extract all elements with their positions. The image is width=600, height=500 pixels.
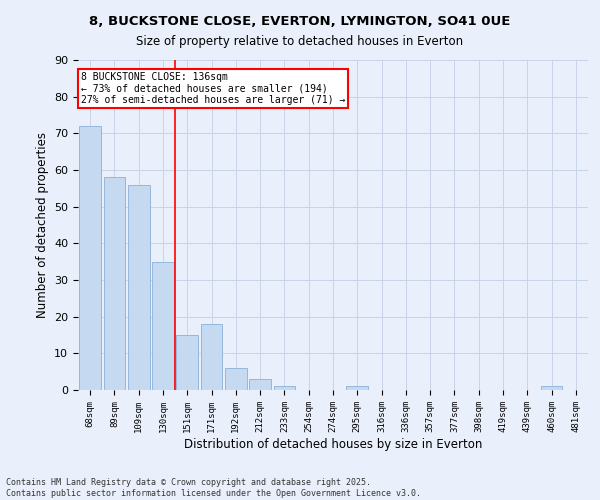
Text: 8 BUCKSTONE CLOSE: 136sqm
← 73% of detached houses are smaller (194)
27% of semi: 8 BUCKSTONE CLOSE: 136sqm ← 73% of detac… — [80, 72, 345, 105]
Bar — [104, 178, 125, 390]
Bar — [152, 262, 174, 390]
Bar — [249, 379, 271, 390]
Bar — [274, 386, 295, 390]
Y-axis label: Number of detached properties: Number of detached properties — [35, 132, 49, 318]
Bar — [176, 335, 198, 390]
Bar — [541, 386, 562, 390]
Text: Contains HM Land Registry data © Crown copyright and database right 2025.
Contai: Contains HM Land Registry data © Crown c… — [6, 478, 421, 498]
Bar — [346, 386, 368, 390]
Text: Size of property relative to detached houses in Everton: Size of property relative to detached ho… — [136, 35, 464, 48]
Bar — [200, 324, 223, 390]
Text: 8, BUCKSTONE CLOSE, EVERTON, LYMINGTON, SO41 0UE: 8, BUCKSTONE CLOSE, EVERTON, LYMINGTON, … — [89, 15, 511, 28]
X-axis label: Distribution of detached houses by size in Everton: Distribution of detached houses by size … — [184, 438, 482, 450]
Bar — [225, 368, 247, 390]
Bar — [79, 126, 101, 390]
Bar — [128, 184, 149, 390]
